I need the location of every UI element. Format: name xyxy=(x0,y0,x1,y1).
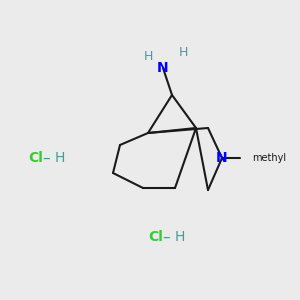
Text: Cl: Cl xyxy=(28,151,43,165)
Text: N: N xyxy=(216,151,228,165)
Text: H: H xyxy=(143,50,153,64)
Text: H: H xyxy=(175,230,185,244)
Text: –: – xyxy=(162,230,170,244)
Text: H: H xyxy=(55,151,65,165)
Text: Cl: Cl xyxy=(148,230,163,244)
Text: –: – xyxy=(42,151,50,166)
Text: methyl: methyl xyxy=(252,153,286,163)
Text: N: N xyxy=(157,61,169,75)
Text: H: H xyxy=(178,46,188,59)
